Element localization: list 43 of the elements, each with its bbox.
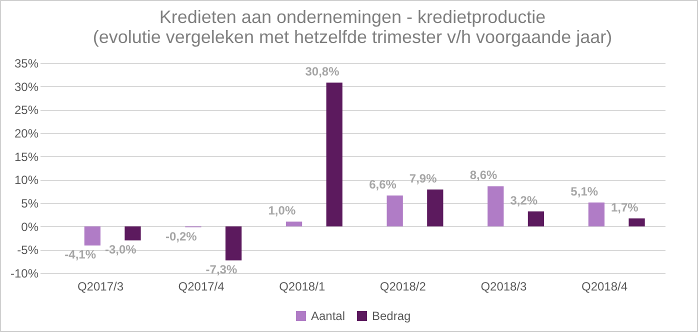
data-label: -4,1% bbox=[64, 247, 96, 262]
y-tick-label: 5% bbox=[21, 196, 39, 210]
y-tick-label: 25% bbox=[14, 103, 39, 118]
bar bbox=[628, 218, 645, 226]
data-label: 3,2% bbox=[510, 193, 538, 208]
x-tick-label: Q2017/4 bbox=[178, 280, 225, 294]
data-label: -3,0% bbox=[104, 242, 137, 256]
x-tick-label: Q2018/2 bbox=[380, 280, 426, 294]
bar bbox=[528, 211, 544, 226]
y-tick-label: 35% bbox=[14, 56, 39, 70]
x-tick-label: Q2018/3 bbox=[480, 280, 528, 294]
y-tick-label: 15% bbox=[14, 150, 39, 164]
chart-subtitle: (evolutie vergeleken met hetzelfde trimester v/h voorgaande jaar) bbox=[92, 27, 612, 47]
bar bbox=[326, 82, 342, 226]
data-label: 5,1% bbox=[570, 184, 598, 199]
data-label: 1,7% bbox=[611, 200, 639, 214]
y-tick-label: 30% bbox=[14, 80, 39, 94]
bar bbox=[286, 222, 302, 226]
data-label: 1,0% bbox=[268, 204, 296, 218]
y-tick-label: -5% bbox=[17, 243, 39, 258]
bar bbox=[588, 202, 605, 226]
y-tick-label: 20% bbox=[14, 126, 39, 140]
bar bbox=[124, 226, 141, 240]
x-tick-label: Q2017/3 bbox=[77, 280, 124, 294]
bar bbox=[386, 196, 403, 226]
x-tick-label: Q2018/4 bbox=[581, 280, 628, 294]
data-label: 8,6% bbox=[470, 168, 498, 182]
data-label: -0,2% bbox=[165, 229, 198, 244]
bar bbox=[427, 189, 444, 226]
legend-label: Aantal bbox=[311, 309, 346, 323]
chart-title: Kredieten aan ondernemingen - kredietproductie bbox=[159, 7, 546, 27]
data-label: 7,9% bbox=[409, 171, 438, 186]
data-label: 30,8% bbox=[305, 64, 340, 79]
y-tick-label: 0% bbox=[21, 220, 39, 234]
x-tick-label: Q2018/1 bbox=[279, 280, 326, 294]
bar bbox=[225, 226, 242, 260]
legend-label: Bedrag bbox=[372, 309, 411, 323]
data-label: -7,3% bbox=[206, 262, 238, 276]
data-label: 6,6% bbox=[369, 178, 397, 192]
bar bbox=[84, 226, 100, 246]
y-tick-label: 10% bbox=[14, 173, 39, 188]
bar bbox=[488, 186, 504, 226]
y-tick-label: -10% bbox=[10, 266, 39, 280]
